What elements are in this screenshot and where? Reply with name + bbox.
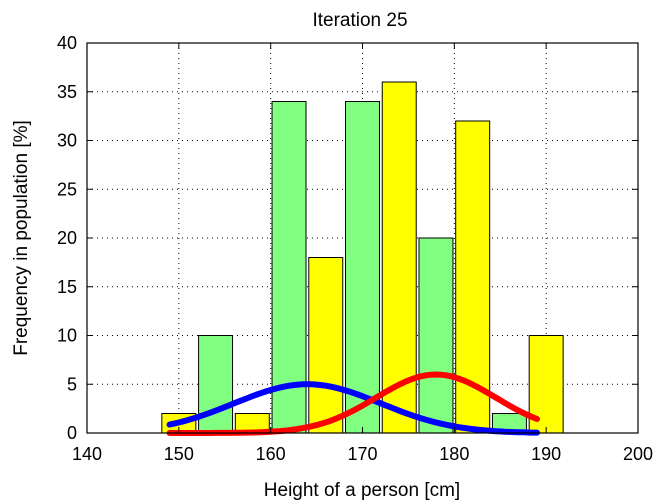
bars-group (161, 81, 564, 434)
bar-green-178 (418, 237, 454, 434)
x-tick-label: 160 (256, 444, 286, 464)
y-tick-label: 5 (67, 374, 77, 394)
y-tick-label: 40 (57, 33, 77, 53)
x-tick-label: 190 (531, 444, 561, 464)
y-tick-label: 0 (67, 423, 77, 443)
y-tick-label: 10 (57, 326, 77, 346)
bar-green-154 (198, 335, 234, 434)
y-tick-label: 30 (57, 131, 77, 151)
y-axis-label: Frequency in population [%] (11, 120, 32, 356)
bar-green-170 (345, 101, 380, 434)
x-tick-label: 170 (347, 444, 377, 464)
bar-yellow-166 (308, 257, 344, 434)
x-tick-label: 200 (623, 444, 653, 464)
x-tick-label: 180 (439, 444, 469, 464)
y-tick-label: 25 (57, 179, 77, 199)
x-tick-label: 140 (72, 444, 102, 464)
x-axis-ticks: 140 150 160 170 180 190 200 (72, 43, 653, 464)
chart-title: Iteration 25 (312, 10, 407, 31)
y-tick-label: 15 (57, 277, 77, 297)
y-axis-ticks: 0 5 10 15 20 25 30 35 40 (57, 33, 638, 443)
x-tick-label: 150 (164, 444, 194, 464)
x-axis-label: Height of a person [cm] (264, 480, 460, 501)
y-tick-label: 35 (57, 82, 77, 102)
curve-blue (166, 381, 540, 436)
y-tick-label: 20 (57, 228, 77, 248)
